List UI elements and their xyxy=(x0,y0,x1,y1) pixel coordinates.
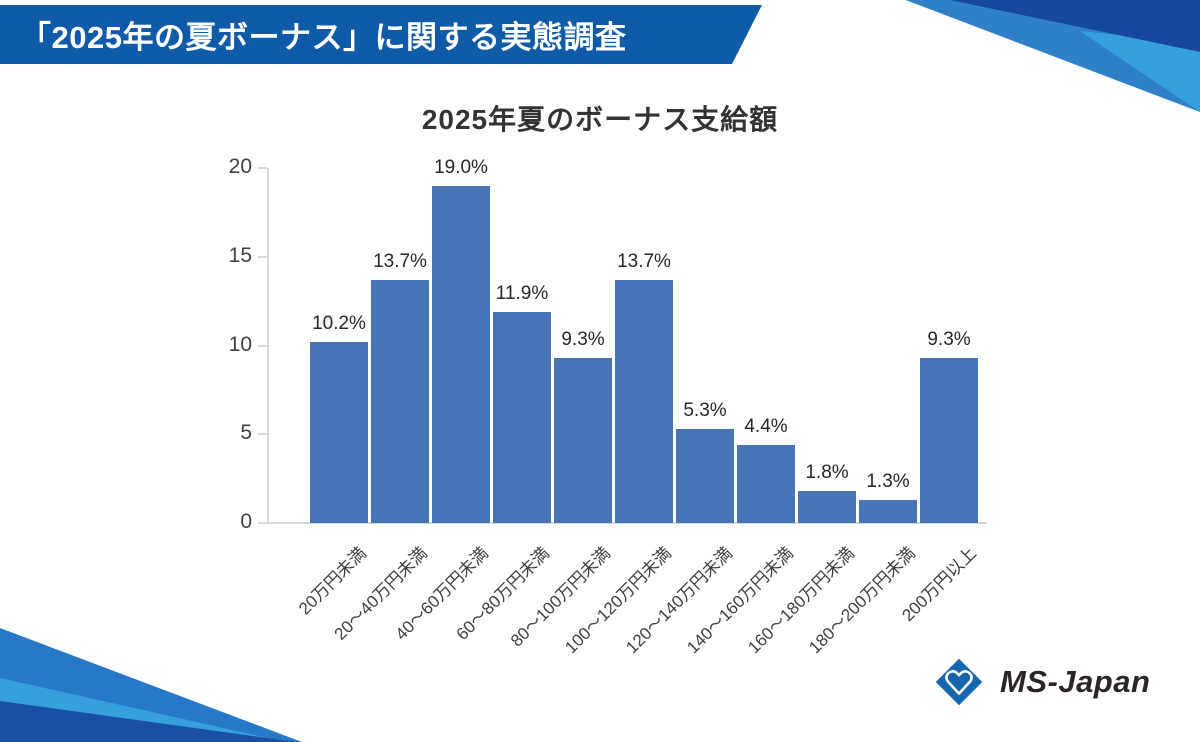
bar-value-label: 1.3% xyxy=(866,470,910,492)
y-tick-mark xyxy=(258,433,267,436)
y-tick-label: 20 xyxy=(228,155,252,178)
bar xyxy=(310,341,368,523)
y-tick-mark xyxy=(258,522,267,524)
bar-value-label: 19.0% xyxy=(434,156,488,178)
bar-value-label: 10.2% xyxy=(312,312,366,334)
decor-top-right-medium-triangle xyxy=(905,0,1200,112)
brand-name: MS-Japan xyxy=(1000,664,1151,699)
x-axis-line xyxy=(267,522,987,524)
banner-title: 「2025年の夏ボーナス」に関する実態調査 xyxy=(20,20,627,55)
bar xyxy=(676,428,734,523)
brand-logo: MS-Japan xyxy=(930,652,1150,712)
decor-bottom-left-dark-triangle xyxy=(0,701,296,742)
header-banner: 「2025年の夏ボーナス」に関する実態調査 xyxy=(0,5,762,64)
bar-value-label: 13.7% xyxy=(617,250,671,272)
bar xyxy=(920,357,978,523)
bar xyxy=(371,279,429,523)
bar-value-label: 11.9% xyxy=(495,282,549,304)
y-tick-mark xyxy=(258,255,267,258)
bar-value-label: 1.8% xyxy=(805,462,849,484)
y-tick-label: 15 xyxy=(228,243,252,267)
bar xyxy=(859,499,917,523)
bar-value-label: 9.3% xyxy=(927,328,971,350)
bar xyxy=(798,491,856,523)
bar-value-label: 5.3% xyxy=(683,399,727,421)
y-tick-label: 5 xyxy=(240,421,252,445)
decor-top-right-navy-triangle xyxy=(950,0,1200,52)
ms-japan-diamond-heart-icon xyxy=(935,658,983,706)
bar xyxy=(615,279,673,523)
bar-value-label: 9.3% xyxy=(561,328,605,350)
y-tick-mark xyxy=(258,344,267,347)
y-tick-label: 0 xyxy=(240,510,252,533)
bar-value-label: 13.7% xyxy=(373,250,427,272)
decor-bottom-left-light-triangle xyxy=(0,678,286,742)
bar xyxy=(737,444,795,523)
bar-value-label: 4.4% xyxy=(744,415,788,437)
bar xyxy=(432,185,490,523)
y-tick-mark xyxy=(258,167,267,169)
y-axis-line xyxy=(267,168,269,524)
bar xyxy=(493,311,551,523)
y-tick-label: 10 xyxy=(228,332,252,356)
chart-title: 2025年夏のボーナス支給額 xyxy=(421,104,779,135)
bar xyxy=(554,357,612,523)
